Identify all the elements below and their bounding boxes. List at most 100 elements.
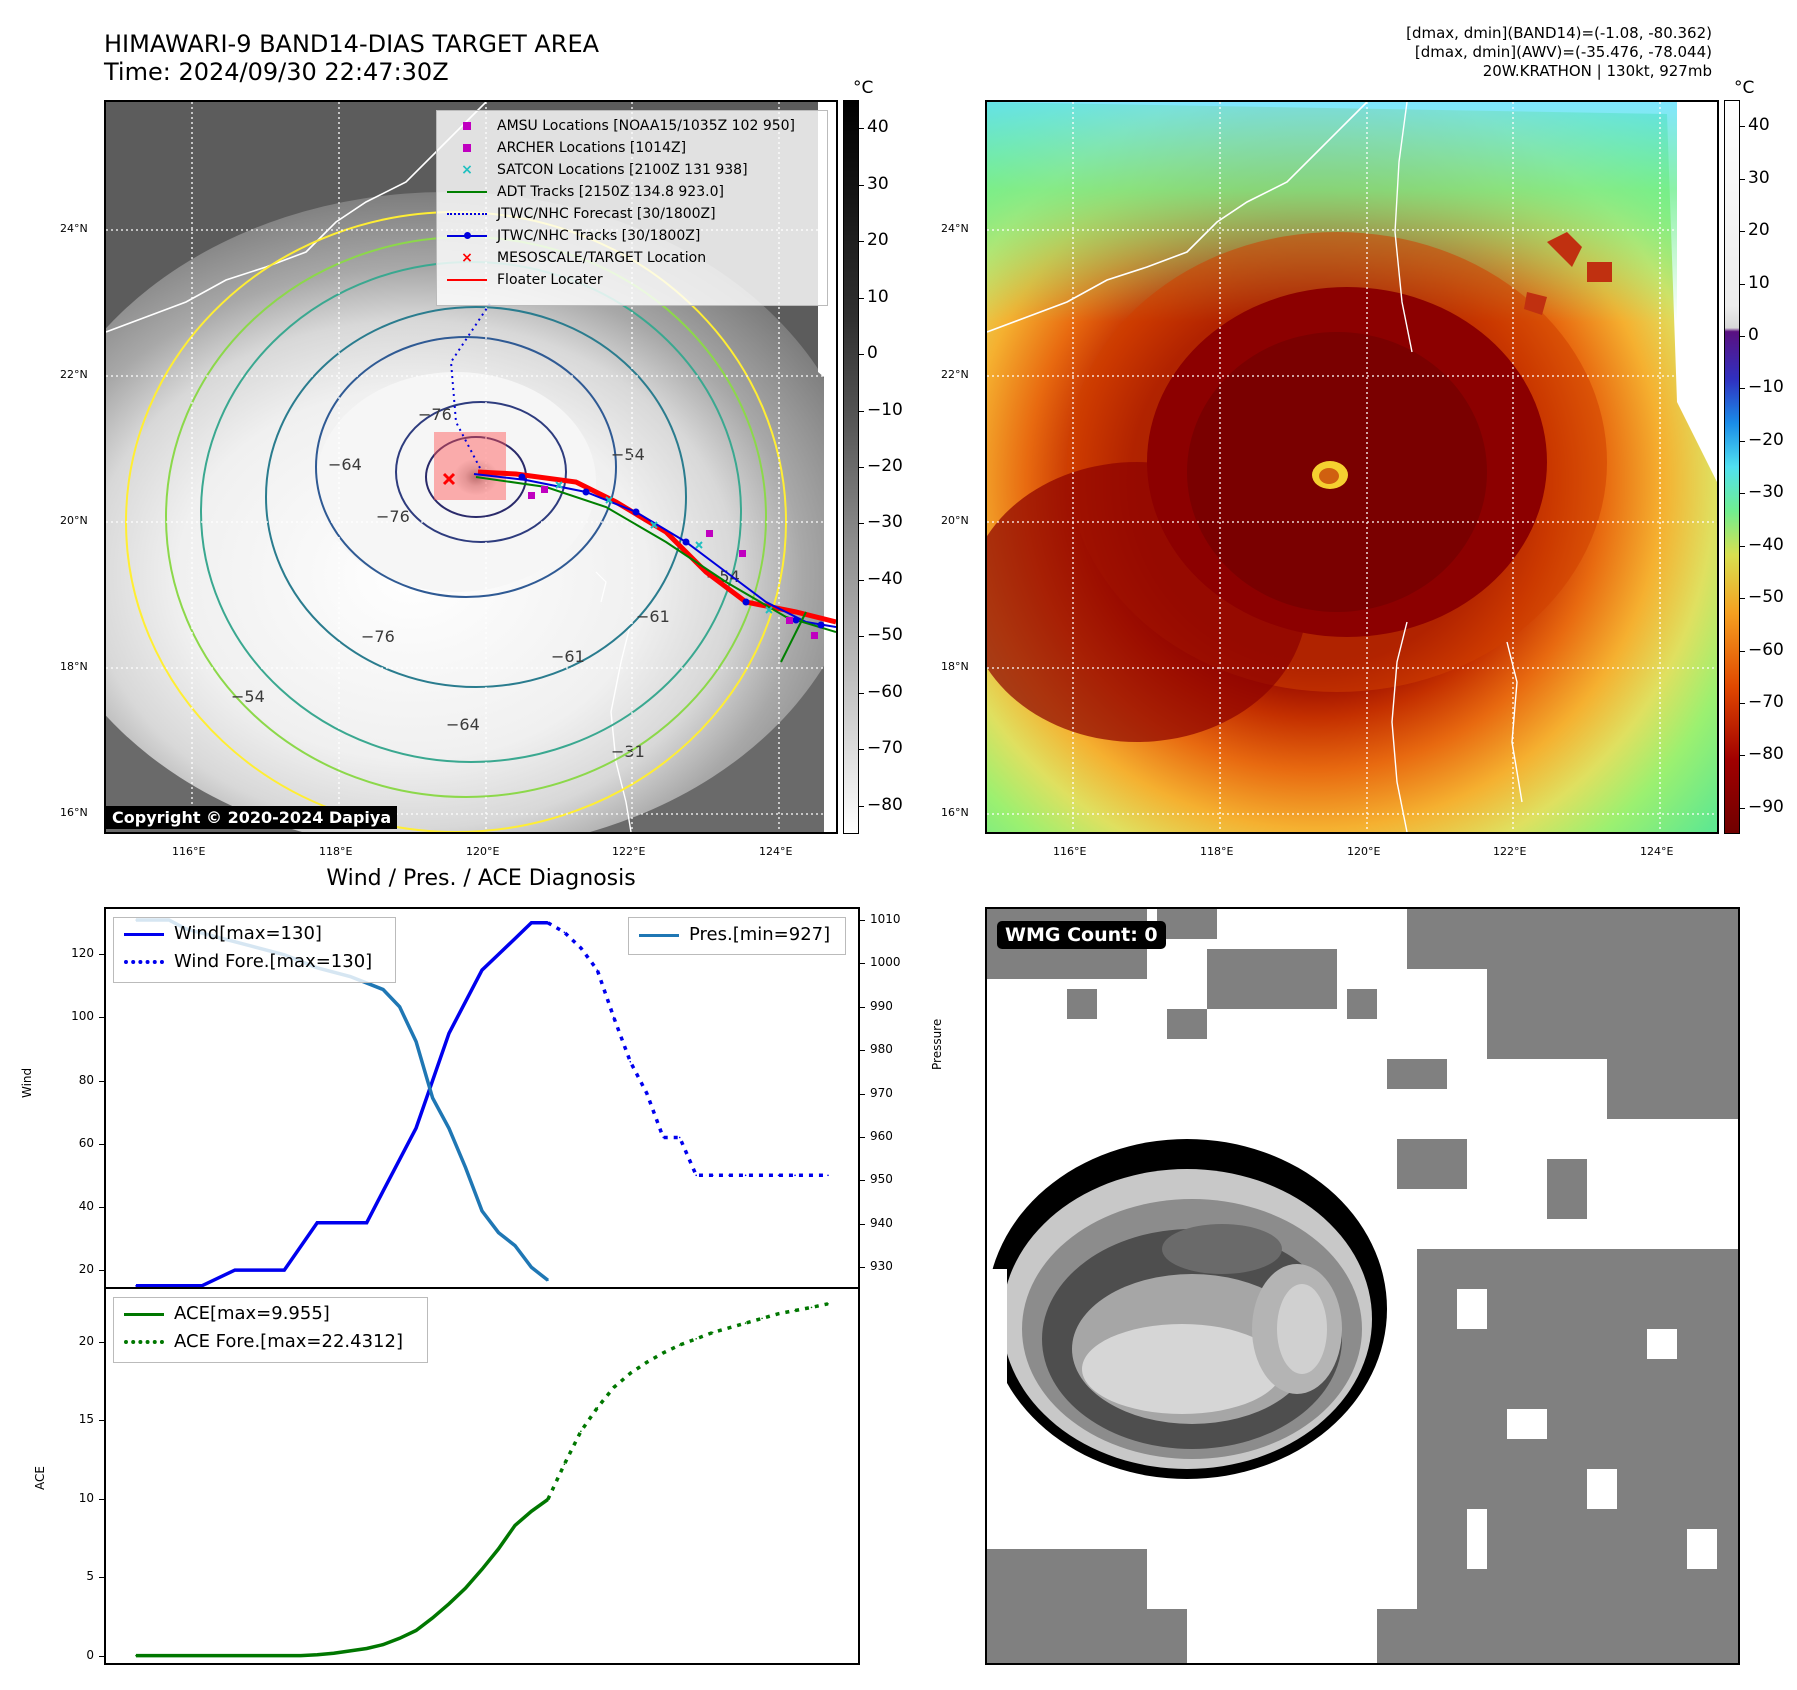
colorbar-tick-mark <box>859 128 864 130</box>
colorbar-tick-label: −30 <box>867 512 903 533</box>
data-point <box>530 921 533 924</box>
axis-tick-label: 15 <box>78 1412 94 1427</box>
data-point <box>184 1285 187 1287</box>
axis-tick-label: 80 <box>78 1072 94 1087</box>
data-point <box>398 1637 401 1640</box>
data-point <box>777 1174 780 1177</box>
contour-label: −64 <box>328 455 362 474</box>
data-point <box>415 1040 417 1043</box>
colorbar-tick-mark <box>1740 598 1745 600</box>
colorbar-tick-label: −40 <box>1748 534 1784 555</box>
data-point <box>744 1322 747 1324</box>
pressure-axis-label: Pressure <box>930 1018 944 1070</box>
axis-tick-label: 1000 <box>870 955 901 970</box>
legend-entry: Wind Fore.[max=130] <box>122 948 387 976</box>
colorbar-tick-mark <box>1740 702 1745 704</box>
data-point <box>711 1331 714 1334</box>
colorbar-tick-label: −60 <box>1748 639 1784 660</box>
lon-label: 124°E <box>1640 845 1674 858</box>
contour-label: −54 <box>611 445 645 464</box>
lon-label: 122°E <box>612 845 646 858</box>
lon-label: 116°E <box>172 845 206 858</box>
jtwc-forecast-track <box>449 301 492 469</box>
lon-label: 120°E <box>466 845 500 858</box>
colorbar-tick-label: −30 <box>1748 482 1784 503</box>
axis-tick-mark <box>99 1270 104 1272</box>
colorbar-tick-mark <box>859 184 864 186</box>
ace-chart <box>135 1302 829 1658</box>
legend-entry: ACE[max=9.955] <box>122 1300 419 1328</box>
legend-entry: JTWC/NHC Forecast [30/1800Z] <box>445 203 819 225</box>
data-point <box>547 1279 549 1282</box>
data-point <box>794 1309 796 1312</box>
colorbar-tick-label: −20 <box>867 456 903 476</box>
colorbar-tick-label: −50 <box>867 625 903 646</box>
axis-tick-mark <box>860 963 865 965</box>
data-point <box>827 1174 829 1177</box>
data-point <box>827 1302 829 1305</box>
data-point <box>448 1127 450 1130</box>
data-point <box>332 1652 335 1655</box>
ace-plot-frame <box>104 1287 860 1665</box>
colorbar-tick-mark <box>859 297 864 299</box>
contour-label: −61 <box>636 607 670 626</box>
data-point <box>349 1650 351 1652</box>
wind-axis-label: Wind <box>20 1067 34 1098</box>
dotted-line-icon <box>122 1335 166 1349</box>
axis-tick-mark <box>99 1498 104 1500</box>
colorbar-tick-mark <box>1740 283 1745 285</box>
lat-label: 18°N <box>941 660 969 673</box>
legend-entry: ACE Fore.[max=22.4312] <box>122 1328 419 1356</box>
data-point <box>678 1344 681 1346</box>
data-point <box>596 969 599 971</box>
data-point <box>217 1654 220 1657</box>
awv-map-panel <box>985 100 1719 834</box>
axis-tick-label: 60 <box>78 1135 94 1150</box>
ir-map-panel: −76 −64 −76 −76 −54 −54 −64 −61 −54 −61 … <box>104 100 838 834</box>
wmg-image <box>987 909 1738 1663</box>
colorbar-tick-label: 30 <box>867 173 889 194</box>
data-point <box>711 1174 714 1177</box>
data-point <box>431 1617 434 1619</box>
data-point <box>497 953 500 956</box>
data-point <box>448 1603 450 1605</box>
colorbar-tick-label: −10 <box>1748 377 1784 398</box>
info-awv-range: [dmax, dmin](AWV)=(-35.476, -78.044) <box>1414 43 1712 61</box>
axis-tick-label: 1010 <box>870 912 901 927</box>
data-point <box>728 1174 730 1177</box>
awv-colorbar-unit: °C <box>1734 78 1755 98</box>
colorbar-tick-label: 20 <box>1748 220 1770 241</box>
x-icon: × <box>461 250 473 266</box>
floater-box <box>434 432 506 500</box>
data-point <box>761 1174 763 1177</box>
pressure-legend: Pres.[min=927] <box>628 917 846 955</box>
data-point <box>547 1498 549 1501</box>
data-point <box>497 1548 500 1550</box>
data-point <box>580 1430 582 1433</box>
diagnosis-chart-title: Wind / Pres. / ACE Diagnosis <box>326 866 636 891</box>
colorbar-tick-label: −40 <box>867 568 903 589</box>
series-line-1-0 <box>136 1497 549 1658</box>
wmg-count-badge: WMG Count: 0 <box>997 921 1166 949</box>
ace-legend: ACE[max=9.955] ACE Fore.[max=22.4312] <box>113 1297 428 1363</box>
ir-colorbar <box>843 100 859 834</box>
legend-entry: Wind[max=130] <box>122 920 387 948</box>
colorbar-tick-mark <box>859 749 864 751</box>
axis-tick-label: 20 <box>78 1262 94 1277</box>
axis-tick-label: 5 <box>86 1569 94 1584</box>
axis-tick-label: 980 <box>870 1042 893 1057</box>
copyright-badge: Copyright © 2020-2024 Dapiya <box>106 806 398 829</box>
colorbar-tick-mark <box>859 410 864 412</box>
data-point <box>365 1221 368 1224</box>
colorbar-tick-mark <box>1740 755 1745 757</box>
lon-label: 122°E <box>1493 845 1527 858</box>
legend-entry: Pres.[min=927] <box>637 920 837 950</box>
ace-axis-label: ACE <box>33 1466 47 1490</box>
colorbar-tick-label: 0 <box>867 343 878 364</box>
contour-label: −76 <box>418 405 452 424</box>
data-point <box>563 1463 566 1466</box>
axis-tick-mark <box>99 1206 104 1208</box>
axis-tick-label: 120 <box>71 946 94 961</box>
colorbar-tick-label: 30 <box>1748 167 1770 188</box>
data-point <box>234 1269 236 1271</box>
